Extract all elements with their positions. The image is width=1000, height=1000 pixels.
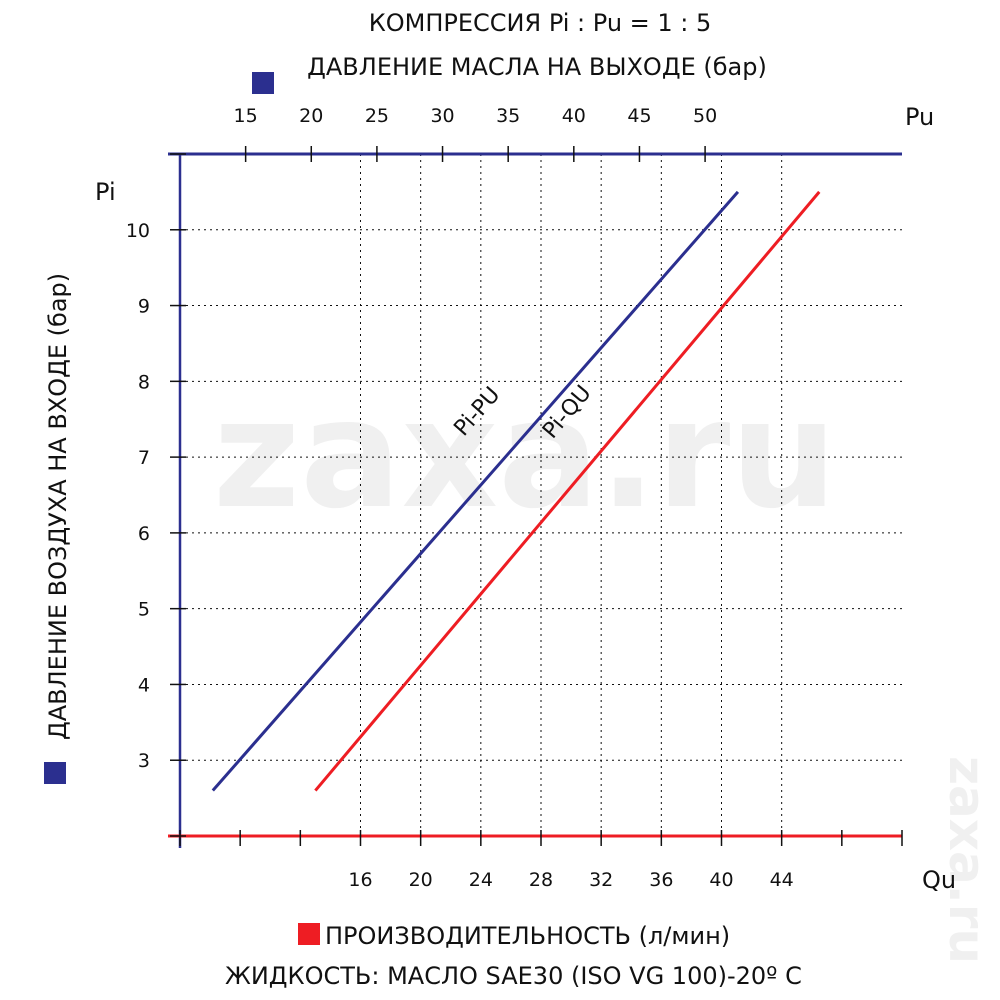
left-tick-label: 8 xyxy=(138,371,150,393)
left-tick-label: 4 xyxy=(138,674,150,696)
top-tick-label: 50 xyxy=(693,105,717,127)
top-tick-label: 20 xyxy=(299,105,323,127)
left-axis-legend-square xyxy=(44,762,66,784)
bottom-axis-title: ПРОИЗВОДИТЕЛЬНОСТЬ (л/мин) xyxy=(325,922,730,950)
top-tick-label: 25 xyxy=(365,105,389,127)
left-tick-label: 10 xyxy=(126,220,150,242)
top-tick-label: 35 xyxy=(496,105,520,127)
bottom-axis-legend-square xyxy=(298,923,320,945)
bottom-tick-label: 24 xyxy=(469,869,493,891)
bottom-tick-label: 32 xyxy=(589,869,613,891)
watermark-side: zaxa.ru xyxy=(938,756,996,964)
grid-lines xyxy=(180,154,902,836)
bottom-tick-label: 36 xyxy=(649,869,673,891)
bottom-axis-symbol: Qu xyxy=(922,866,956,894)
bottom-tick-label: 40 xyxy=(709,869,733,891)
left-tick-label: 7 xyxy=(138,447,150,469)
fluid-note: ЖИДКОСТЬ: МАСЛО SAE30 (ISO VG 100)-20º C xyxy=(225,962,802,990)
chart-title: КОМПРЕССИЯ Pi : Pu = 1 : 5 xyxy=(369,9,712,37)
bottom-tick-label: 16 xyxy=(348,869,372,891)
left-axis-symbol: Pi xyxy=(95,178,116,206)
bottom-tick-label: 20 xyxy=(409,869,433,891)
watermark: zaxa.ru zaxa.ru xyxy=(213,368,996,964)
bottom-tick-label: 28 xyxy=(529,869,553,891)
left-tick-label: 5 xyxy=(138,599,150,621)
top-tick-label: 45 xyxy=(627,105,651,127)
axes xyxy=(168,152,902,848)
top-tick-label: 15 xyxy=(234,105,258,127)
top-tick-label: 30 xyxy=(430,105,454,127)
series-line-pi-qu xyxy=(314,190,821,792)
left-tick-label: 3 xyxy=(138,750,150,772)
top-tick-label: 40 xyxy=(562,105,586,127)
top-axis-symbol: Pu xyxy=(905,103,934,131)
left-tick-label: 6 xyxy=(138,523,150,545)
left-tick-label: 9 xyxy=(138,296,150,318)
bottom-tick-label: 44 xyxy=(770,869,794,891)
top-axis-title: ДАВЛЕНИЕ МАСЛА НА ВЫХОДЕ (бар) xyxy=(307,53,767,81)
series-line-pi-pu xyxy=(211,190,740,792)
top-axis-legend-square xyxy=(252,72,274,94)
watermark-main: zaxa.ru xyxy=(213,368,837,542)
left-axis-title: ДАВЛЕНИЕ ВОЗДУХА НА ВХОДЕ (бар) xyxy=(44,273,72,740)
